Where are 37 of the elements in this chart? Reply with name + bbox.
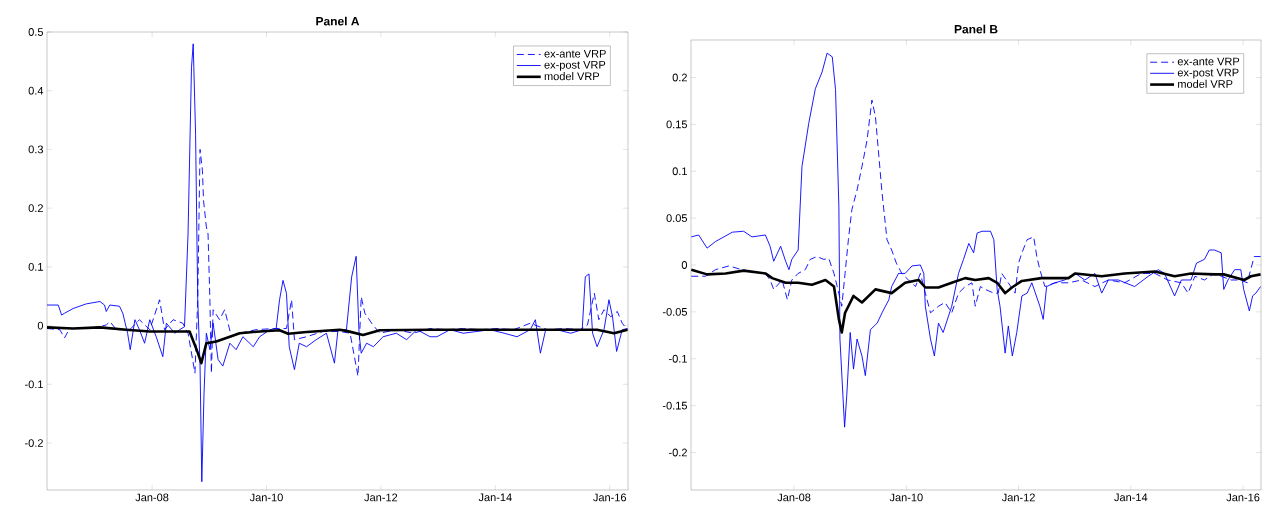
y-tick-label: -0.1 (669, 354, 687, 363)
y-tick-label: 0.1 (28, 262, 43, 271)
legend-label: ex-ante VRP (1177, 57, 1240, 66)
legend-label: ex-ante VRP (544, 49, 606, 58)
y-tick-label: 0.5 (28, 28, 43, 36)
y-tick-label: 0.1 (672, 167, 687, 176)
y-tick-label: -0.05 (662, 307, 687, 316)
y-tick-label: 0.2 (672, 73, 687, 82)
y-tick-label: 0.2 (28, 204, 43, 213)
y-tick-label: 0.4 (28, 86, 44, 95)
legend-label: model VRP (1178, 79, 1233, 88)
x-tick-label: Jan-14 (1114, 493, 1148, 502)
x-tick-label: Jan-12 (1001, 493, 1035, 502)
chart-title: Panel B (954, 24, 998, 34)
line-series (691, 52, 1261, 428)
y-tick-label: 0.05 (666, 214, 687, 223)
x-tick-label: Jan-08 (135, 493, 169, 502)
x-tick-label: Jan-08 (777, 493, 811, 502)
y-tick-label: -0.1 (25, 380, 43, 389)
line-series (691, 268, 1262, 334)
chart-title: Panel A (316, 16, 360, 26)
y-tick-label: 0.15 (666, 120, 687, 129)
y-tick-label: -0.2 (25, 439, 43, 447)
y-tick-label: 0 (681, 261, 688, 269)
x-tick-label: Jan-10 (889, 493, 923, 502)
x-tick-label: Jan-16 (1226, 493, 1260, 502)
legend-label: ex-post VRP (544, 61, 606, 71)
legend-label: model VRP (544, 72, 600, 81)
x-tick-label: Jan-10 (249, 493, 283, 502)
x-tick-label: Jan-14 (478, 493, 512, 502)
y-tick-label: -0.2 (669, 448, 687, 457)
x-tick-label: Jan-16 (593, 493, 627, 502)
x-tick-label: Jan-12 (364, 493, 398, 502)
y-tick-label: 0.3 (28, 145, 43, 154)
y-tick-label: 0 (37, 321, 44, 330)
legend-label: ex-post VRP (1177, 68, 1239, 79)
y-tick-label: -0.15 (662, 401, 687, 410)
